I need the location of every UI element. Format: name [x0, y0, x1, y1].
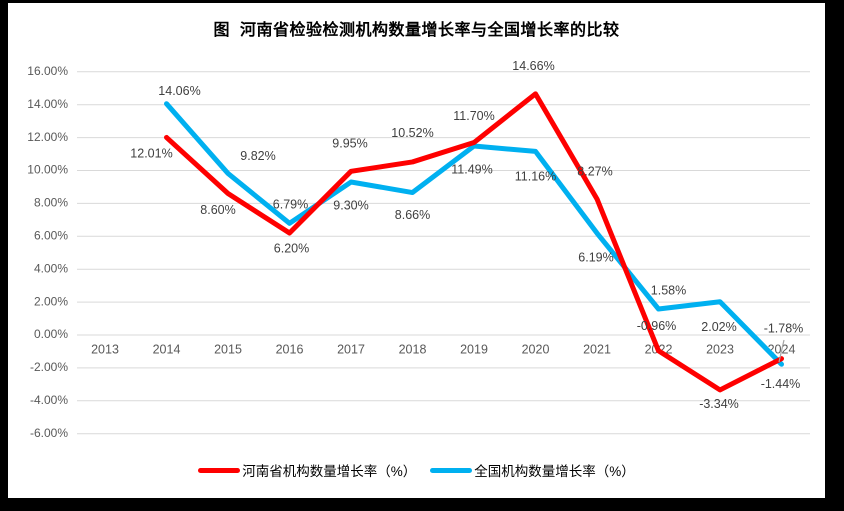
label-leader-line: [778, 339, 785, 363]
chart-title: 图 河南省检验检测机构数量增长率与全国增长率的比较: [213, 22, 620, 39]
data-label: 10.52%: [391, 126, 433, 140]
data-label: 14.66%: [512, 59, 554, 73]
data-label: 1.58%: [651, 283, 686, 297]
x-tick-label: 2021: [583, 342, 611, 356]
series-line: [164, 101, 784, 367]
y-tick-label: 12.00%: [27, 130, 68, 144]
data-label: 6.20%: [274, 241, 309, 255]
data-label: -3.34%: [699, 397, 739, 411]
y-tick-label: 10.00%: [27, 163, 68, 177]
data-label: 14.06%: [158, 84, 200, 98]
x-tick-label: 2017: [337, 342, 365, 356]
data-label: -1.44%: [761, 377, 801, 391]
data-label: 11.49%: [451, 162, 492, 176]
y-tick-label: 8.00%: [34, 196, 68, 210]
x-tick-label: 2013: [91, 342, 119, 356]
data-label: 6.79%: [273, 198, 308, 212]
y-tick-label: 16.00%: [27, 64, 68, 78]
series-line: [164, 91, 784, 393]
legend-label-henan: 河南省机构数量增长率（%）: [242, 464, 417, 479]
x-tick-label: 2018: [399, 342, 427, 356]
x-tick-label: 2023: [706, 342, 734, 356]
legend-item-henan: 河南省机构数量增长率（%）: [198, 460, 416, 480]
legend-swatch-henan-line: [198, 467, 241, 473]
data-label: 9.30%: [333, 198, 368, 212]
legend: 河南省机构数量增长率（%） 全国机构数量增长率（%）: [8, 460, 825, 480]
data-label: 11.16%: [515, 170, 556, 184]
data-label: 8.27%: [577, 164, 612, 178]
chart-canvas: 图 河南省检验检测机构数量增长率与全国增长率的比较 16.00% 14.00% 12…: [8, 3, 825, 498]
data-label: 9.95%: [332, 137, 367, 151]
y-tick-label: 0.00%: [34, 327, 68, 341]
data-label: -1.78%: [764, 322, 804, 336]
x-tick-label: 2019: [460, 342, 488, 356]
y-tick-label: 4.00%: [34, 261, 68, 275]
x-tick-label: 2014: [153, 342, 181, 356]
data-label: 12.01%: [130, 147, 172, 161]
y-tick-label: 14.00%: [27, 97, 68, 111]
y-tick-label: 2.00%: [34, 294, 68, 308]
data-label: 8.60%: [200, 203, 235, 217]
legend-item-national: 全国机构数量增长率（%）: [430, 460, 635, 480]
x-tick-label: 2015: [214, 342, 242, 356]
x-tick-label: 2016: [276, 342, 304, 356]
legend-label-national: 全国机构数量增长率（%）: [474, 464, 635, 479]
y-tick-label: 6.00%: [34, 228, 68, 242]
data-label: 8.66%: [395, 208, 430, 222]
y-tick-label: -4.00%: [30, 393, 68, 407]
y-tick-label: -2.00%: [30, 360, 68, 374]
x-tick-label: 2020: [522, 342, 550, 356]
line-chart-plot: 16.00% 14.00% 12.00% 10.00% 8.00% 6.00% 4.00% 2…: [27, 59, 810, 440]
data-label: 11.70%: [453, 109, 494, 123]
y-tick-label: -6.00%: [30, 426, 68, 440]
data-label: -0.96%: [637, 319, 677, 333]
data-label: 6.19%: [578, 250, 613, 264]
legend-swatch-national-line: [430, 467, 473, 473]
data-label: 9.82%: [240, 149, 275, 163]
data-label: 2.02%: [701, 320, 736, 334]
